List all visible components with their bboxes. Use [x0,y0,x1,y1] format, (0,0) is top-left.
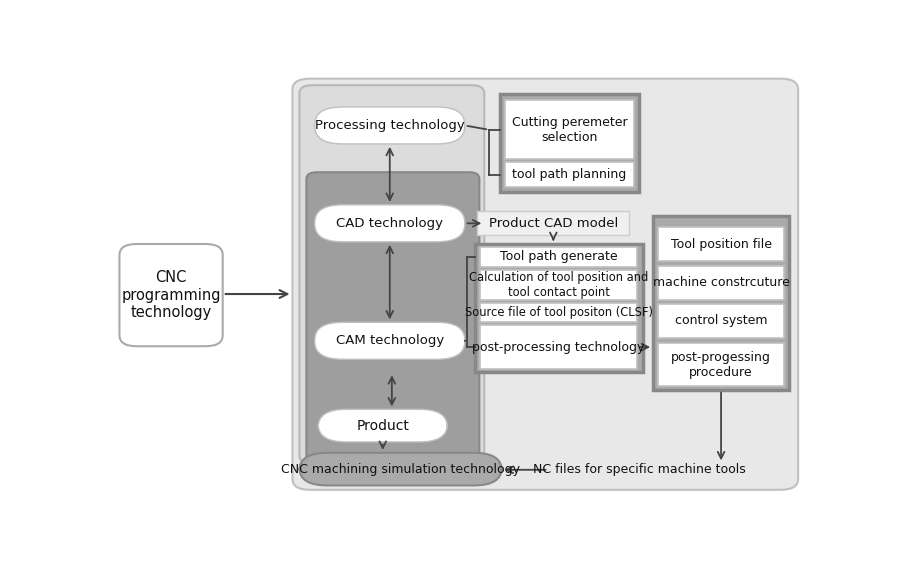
Text: Product: Product [356,419,410,433]
Bar [658,304,784,338]
Bar [500,94,639,192]
FancyBboxPatch shape [120,244,222,346]
FancyBboxPatch shape [300,85,484,464]
Bar [480,270,637,299]
Text: CAM technology: CAM technology [336,334,444,347]
Bar [653,216,789,390]
Text: Tool position file: Tool position file [670,238,771,251]
Bar [658,343,784,386]
Bar [505,101,634,159]
Bar [658,266,784,299]
Text: post-processing technology: post-processing technology [472,341,644,354]
FancyBboxPatch shape [292,79,798,490]
Bar [480,325,637,369]
Text: Product CAD model: Product CAD model [489,217,618,230]
Text: CNC
programming
technology: CNC programming technology [122,270,220,320]
FancyBboxPatch shape [319,409,447,442]
Bar [477,211,629,235]
Bar [480,246,637,267]
Text: NC files for specific machine tools: NC files for specific machine tools [533,463,745,476]
Text: Source file of tool positon (CLSF): Source file of tool positon (CLSF) [464,306,652,319]
Text: tool path planning: tool path planning [512,168,626,181]
Text: Cutting peremeter
selection: Cutting peremeter selection [511,116,627,144]
Bar [658,228,784,262]
FancyBboxPatch shape [315,107,464,144]
FancyBboxPatch shape [315,205,464,242]
Text: Processing technology: Processing technology [315,119,464,132]
Bar [505,162,634,188]
Text: Calculation of tool position and
tool contact point: Calculation of tool position and tool co… [469,271,648,299]
Text: CAD technology: CAD technology [337,217,444,230]
FancyBboxPatch shape [300,453,501,485]
Bar [475,244,643,372]
FancyBboxPatch shape [306,172,480,464]
Text: Tool path generate: Tool path generate [500,250,617,263]
Text: machine constrcuture: machine constrcuture [652,276,789,289]
Bar [480,303,637,322]
Text: CNC machining simulation technology: CNC machining simulation technology [281,463,520,476]
Text: control system: control system [675,315,768,328]
FancyBboxPatch shape [315,322,464,359]
Text: post-progessing
procedure: post-progessing procedure [671,350,771,379]
